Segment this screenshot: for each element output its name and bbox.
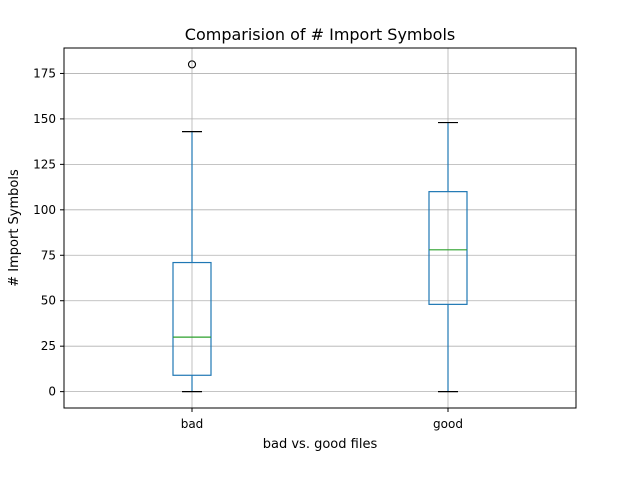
y-tick-label: 125 [33, 157, 56, 171]
ticks: 0 25 50 75 100 125 150 175 bad good [33, 66, 463, 431]
boxes [172, 60, 468, 393]
y-tick-label: 100 [33, 203, 56, 217]
outlier-point [187, 60, 197, 69]
x-axis-label: bad vs. good files [263, 437, 378, 452]
y-axis-label: # Import Symbols [7, 169, 22, 287]
x-tick-label-good: good [433, 417, 463, 431]
y-tick-label: 50 [41, 294, 56, 308]
plot-frame [63, 47, 577, 409]
y-tick-label: 0 [48, 385, 56, 399]
grid-lines [64, 48, 576, 408]
y-tick-label: 150 [33, 112, 56, 126]
box-group-bad [172, 60, 212, 393]
y-tick-label: 75 [41, 248, 56, 262]
box-group-good [428, 121, 468, 393]
y-tick-label: 25 [41, 339, 56, 353]
chart-title: Comparision of # Import Symbols [185, 25, 455, 44]
box-iqr [172, 261, 212, 376]
y-tick-label: 175 [33, 66, 56, 80]
box-iqr [428, 191, 468, 305]
x-tick-label-bad: bad [181, 417, 204, 431]
